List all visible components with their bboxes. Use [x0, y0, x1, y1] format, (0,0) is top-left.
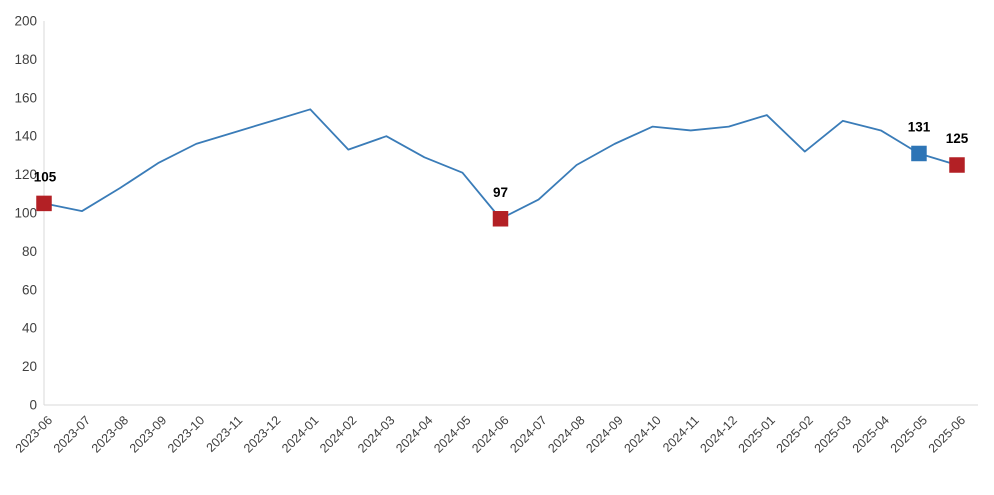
x-axis-tick-label: 2025-02: [774, 413, 816, 455]
y-axis-tick-label: 40: [22, 321, 37, 336]
data-label: 131: [908, 119, 931, 134]
y-axis-tick-label: 160: [14, 90, 37, 105]
x-axis-tick-label: 2023-11: [204, 413, 246, 455]
data-label: 97: [493, 185, 508, 200]
x-axis-tick-label: 2025-03: [812, 413, 854, 455]
x-axis-tick-label: 2025-04: [850, 413, 892, 455]
y-axis-tick-label: 200: [14, 14, 37, 29]
x-axis-tick-label: 2023-08: [89, 413, 131, 455]
y-axis-tick-label: 180: [14, 52, 37, 67]
data-label: 125: [946, 131, 969, 146]
x-axis-tick-label: 2023-12: [241, 413, 283, 455]
highlight-marker: [949, 157, 965, 173]
y-axis-tick-label: 140: [14, 129, 37, 144]
x-axis-tick-label: 2024-08: [545, 413, 587, 455]
x-axis-tick-label: 2023-06: [13, 413, 55, 455]
x-axis-tick-label: 2024-01: [279, 413, 321, 455]
x-axis-tick-label: 2024-04: [393, 413, 435, 455]
highlight-marker: [36, 195, 52, 212]
x-axis-tick-label: 2024-07: [507, 413, 549, 455]
x-axis-tick-label: 2025-01: [736, 413, 778, 455]
x-axis-tick-label: 2024-10: [621, 413, 663, 455]
x-axis-tick-label: 2023-09: [127, 413, 169, 455]
y-axis-tick-label: 20: [22, 359, 37, 374]
x-axis-tick-label: 2024-03: [355, 413, 397, 455]
y-axis-tick-label: 60: [22, 282, 37, 297]
x-axis-tick-label: 2024-09: [583, 413, 625, 455]
y-axis-tick-label: 80: [22, 244, 37, 259]
x-axis-tick-label: 2024-12: [698, 413, 740, 455]
y-axis-tick-label: 0: [29, 398, 37, 413]
line-series: [43, 108, 958, 220]
x-axis-tick-label: 2025-05: [888, 413, 930, 455]
y-axis-tick-label: 120: [14, 167, 37, 182]
x-axis-tick-label: 2024-05: [431, 413, 473, 455]
highlight-marker: [911, 145, 927, 162]
y-axis-tick-label: 100: [14, 206, 37, 221]
x-axis-tick-label: 2023-10: [165, 413, 207, 455]
x-axis-tick-label: 2024-02: [317, 413, 359, 455]
x-axis-tick-label: 2024-11: [660, 413, 702, 455]
x-axis-tick-label: 2024-06: [469, 413, 511, 455]
x-axis-tick-label: 2025-06: [926, 413, 968, 455]
x-axis-tick-label: 2023-07: [51, 413, 93, 455]
data-label: 105: [34, 169, 57, 184]
highlight-marker: [492, 211, 509, 227]
